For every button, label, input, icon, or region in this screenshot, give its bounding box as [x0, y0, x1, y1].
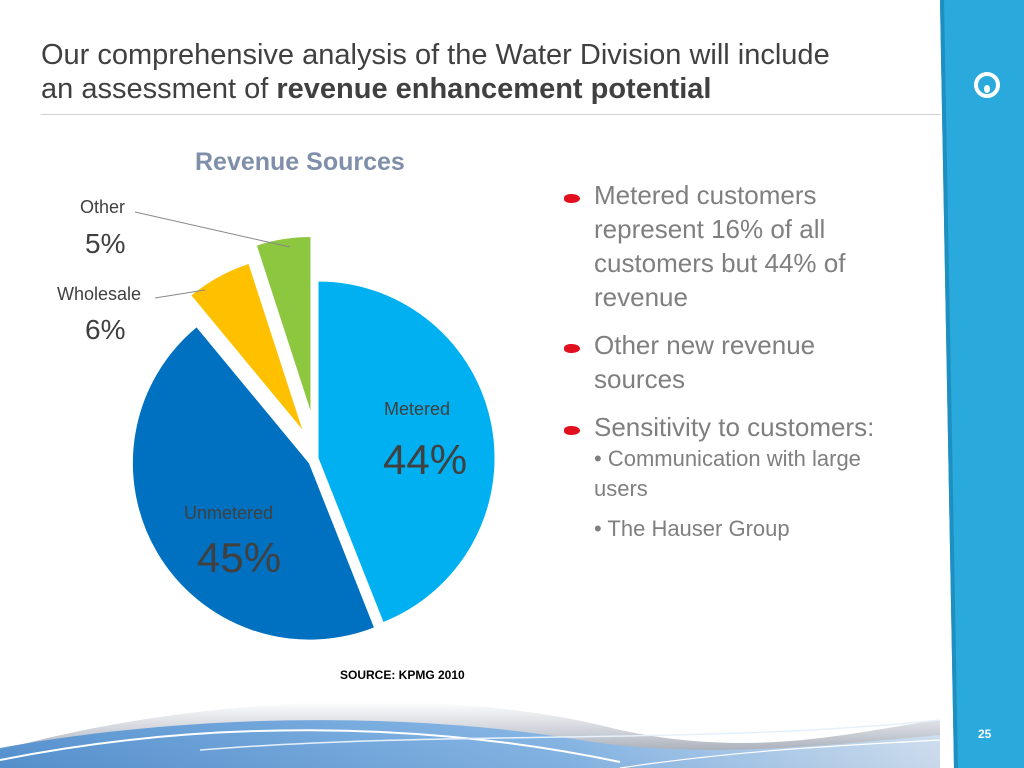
value-unmetered: 45%	[197, 534, 282, 581]
bullet-list: Metered customers represent 16% of all c…	[560, 178, 900, 554]
pie-slice-wholesale	[190, 262, 305, 433]
bullet-icon	[564, 344, 580, 353]
pie-slice-unmetered	[131, 326, 376, 641]
title-line-2: an assessment of	[41, 73, 277, 105]
other-leader-line	[134, 211, 291, 248]
page-number: 25	[978, 727, 992, 741]
bullet-item: Sensitivity to customers:	[560, 410, 900, 444]
wholesale-leader-line	[154, 289, 206, 299]
value-wholesale: 6%	[85, 314, 126, 345]
bullet-icon	[564, 426, 580, 435]
sub-bullet: • The Hauser Group	[594, 516, 790, 541]
bullet-text: Other new revenue sources	[594, 330, 816, 394]
source-note: SOURCE: KPMG 2010	[340, 668, 465, 682]
sub-bullet: • Communication with large users	[594, 446, 861, 501]
pie-slice-metered	[317, 280, 496, 624]
value-metered: 44%	[383, 436, 468, 483]
title-divider	[41, 114, 941, 115]
side-bar	[940, 0, 1024, 768]
label-wholesale: Wholesale	[57, 284, 142, 304]
title-emphasis: revenue enhancement potential	[276, 73, 712, 105]
decorative-wave	[0, 701, 940, 768]
bullet-item: Metered customers represent 16% of all c…	[560, 178, 900, 314]
circle-logo-icon	[974, 72, 1000, 98]
bullet-icon	[564, 194, 580, 203]
title-line-1: Our comprehensive analysis of the Water …	[41, 39, 830, 71]
label-unmetered: Unmetered	[184, 503, 274, 523]
page-title: Our comprehensive analysis of the Water …	[41, 38, 830, 106]
chart-title: Revenue Sources	[195, 148, 405, 176]
bullet-text: Metered customers represent 16% of all c…	[594, 180, 846, 312]
label-metered: Metered	[384, 399, 451, 419]
bullet-item: Other new revenue sources	[560, 328, 900, 396]
pie-slice-other	[255, 236, 312, 414]
pie-chart	[131, 211, 496, 641]
value-other: 5%	[85, 228, 126, 259]
label-other: Other	[80, 197, 126, 217]
bullet-text: Sensitivity to customers:	[594, 412, 875, 442]
